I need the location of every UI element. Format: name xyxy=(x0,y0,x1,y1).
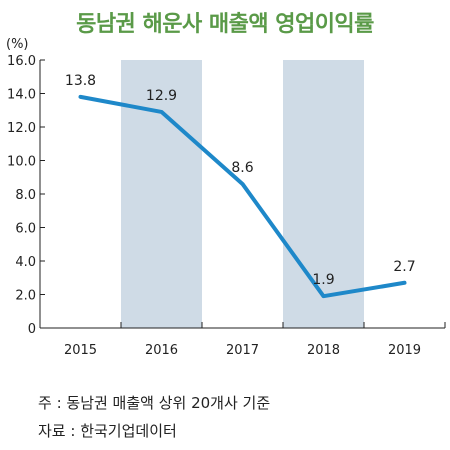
data-label-2019: 2.7 xyxy=(393,259,415,275)
y-tick-labels: 0 2.0 4.0 6.0 8.0 10.0 12.0 14.0 16.0 xyxy=(7,54,36,337)
data-label-2018: 1.9 xyxy=(312,272,334,288)
data-point-2019 xyxy=(403,281,406,285)
y-tick-label: 2.0 xyxy=(15,289,36,304)
shade-band-2016 xyxy=(121,60,202,328)
shade-band-2018 xyxy=(283,60,364,328)
series-group xyxy=(78,94,407,299)
y-tick-label: 6.0 xyxy=(15,222,36,237)
y-axis-unit-label: (%) xyxy=(6,37,29,52)
data-point-2015 xyxy=(79,95,82,99)
data-point-2016 xyxy=(160,110,163,114)
x-tick-labels: 2015 2016 2017 2018 2019 xyxy=(64,343,421,358)
y-tick-label: 10.0 xyxy=(7,155,36,170)
x-tick-label-2019: 2019 xyxy=(388,343,421,358)
x-tick-label-2015: 2015 xyxy=(64,343,97,358)
y-tick-label: 4.0 xyxy=(15,255,36,270)
x-tick-label-2018: 2018 xyxy=(307,343,340,358)
y-tick-label: 16.0 xyxy=(7,54,36,69)
x-tick-label-2016: 2016 xyxy=(145,343,178,358)
y-tick-label: 14.0 xyxy=(7,88,36,103)
data-point-2017 xyxy=(241,182,244,186)
data-point-2018 xyxy=(322,294,325,298)
shaded-bands xyxy=(121,60,364,328)
y-tick-label: 12.0 xyxy=(7,121,36,136)
x-tick-label-2017: 2017 xyxy=(226,343,259,358)
y-tick-label: 8.0 xyxy=(15,188,36,203)
data-label-2016: 12.9 xyxy=(146,88,177,104)
data-labels: 13.8 12.9 8.6 1.9 2.7 xyxy=(65,73,416,288)
line-chart: 02.04.06.08.010.012.014.016.0 2015 2016 20… xyxy=(7,54,446,358)
source-note: 자료 : 한국기업데이터 xyxy=(38,422,177,440)
footnote: 주 : 동남권 매출액 상위 20개사 기준 xyxy=(38,394,271,412)
data-label-2017: 8.6 xyxy=(231,160,253,176)
chart-title: 동남권 해운사 매출액 영업이익률 xyxy=(76,12,374,37)
data-label-2015: 13.8 xyxy=(65,73,96,89)
chart-axes xyxy=(39,59,446,329)
y-tick-label: 0 xyxy=(28,322,36,337)
